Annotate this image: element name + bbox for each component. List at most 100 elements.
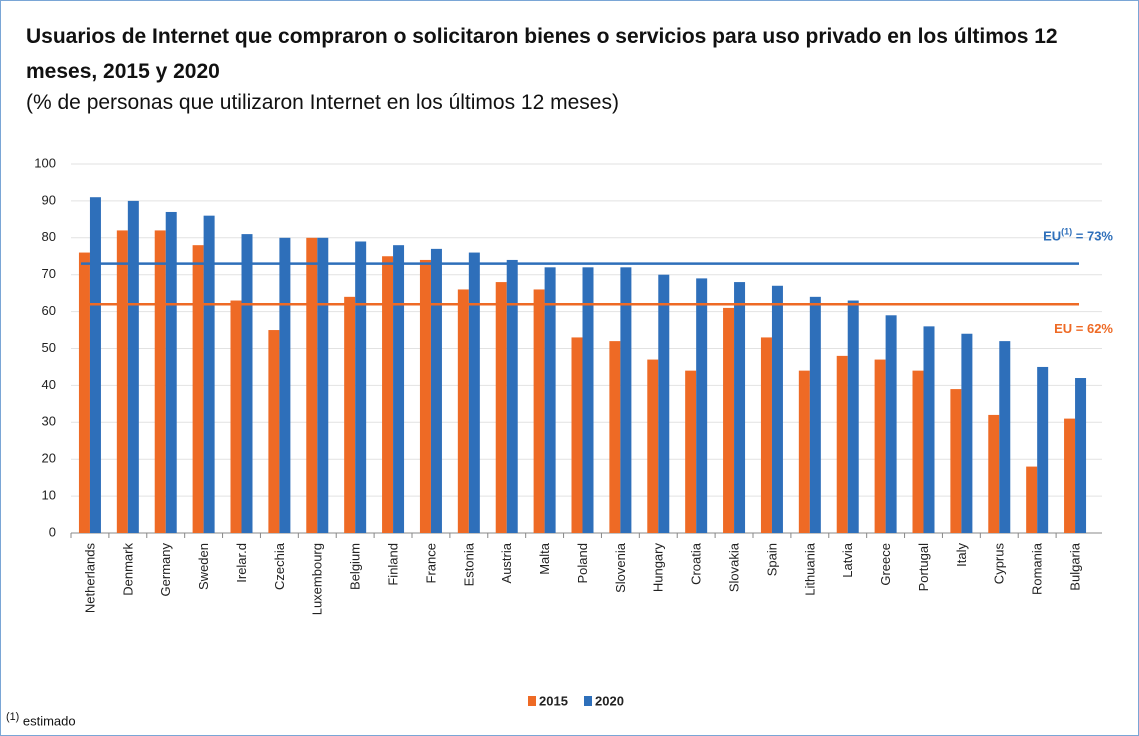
x-tick-label: Sweden xyxy=(196,543,211,590)
bar xyxy=(798,370,810,533)
bar xyxy=(419,259,431,533)
bar xyxy=(355,241,367,534)
x-tick-label: Slovenia xyxy=(613,542,628,593)
bar xyxy=(154,230,166,534)
chart-subtitle: (% de personas que utilizaron Internet e… xyxy=(26,91,619,114)
bar xyxy=(382,256,394,533)
bar xyxy=(192,245,204,533)
bar xyxy=(771,285,783,533)
x-tick-label: Cyprus xyxy=(992,543,1007,585)
legend-label: 2015 xyxy=(539,693,568,708)
bar xyxy=(696,278,708,533)
legend-swatch xyxy=(584,696,592,706)
bar xyxy=(999,341,1011,533)
bar xyxy=(116,230,128,534)
bar xyxy=(268,330,280,533)
footnote-mark: (1) xyxy=(6,711,20,723)
bar xyxy=(89,197,101,533)
x-tick-label: Spain xyxy=(764,543,779,576)
bar xyxy=(495,282,507,533)
x-tick-label: Poland xyxy=(575,543,590,583)
reference-label-suffix: = 62% xyxy=(1072,322,1113,337)
bar xyxy=(533,289,545,533)
x-tick-label: Malta xyxy=(537,542,552,575)
bar xyxy=(836,355,848,533)
x-tick-label: Denmark xyxy=(120,543,135,596)
bar xyxy=(988,414,1000,533)
bar xyxy=(344,296,356,533)
footnote: (1) estimado xyxy=(6,711,76,728)
bar xyxy=(723,307,735,533)
reference-label: EU = 62% xyxy=(1054,322,1113,337)
bar xyxy=(279,237,291,534)
bar xyxy=(1026,466,1038,533)
bar xyxy=(1037,366,1049,533)
x-tick-label: Italy xyxy=(954,543,969,567)
x-tick-label: Lithuania xyxy=(802,542,817,596)
bar xyxy=(582,267,594,533)
bar xyxy=(468,252,480,533)
y-tick-label: 80 xyxy=(42,229,56,244)
x-tick-label: Finland xyxy=(385,543,400,586)
bar xyxy=(647,359,659,533)
x-tick-label: Czechia xyxy=(272,542,287,590)
x-tick-label: France xyxy=(423,543,438,583)
bar xyxy=(506,259,518,533)
reference-label: EU(1) = 73% xyxy=(1043,227,1113,244)
legend-label: 2020 xyxy=(595,693,624,708)
y-tick-label: 10 xyxy=(42,488,56,503)
bar xyxy=(203,215,215,533)
bar xyxy=(734,282,746,533)
x-tick-label: Estonia xyxy=(461,542,476,586)
bar xyxy=(571,337,583,533)
x-tick-label: Bulgaria xyxy=(1067,542,1082,590)
bar xyxy=(885,315,897,533)
bar xyxy=(165,211,177,533)
x-tick-label: Greece xyxy=(878,543,893,586)
bar xyxy=(685,370,697,533)
x-tick-label: Belgium xyxy=(348,543,363,590)
bar xyxy=(847,300,859,533)
x-tick-label: Hungary xyxy=(651,543,666,593)
bar xyxy=(241,234,253,534)
bar xyxy=(457,289,469,533)
x-tick-label: Netherlands xyxy=(82,543,97,614)
bar xyxy=(1075,378,1087,533)
bar xyxy=(912,370,924,533)
bar xyxy=(874,359,886,533)
x-tick-label: Croatia xyxy=(689,542,704,585)
chart-title: Usuarios de Internet que compraron o sol… xyxy=(26,25,1058,83)
bar xyxy=(961,333,973,533)
bar xyxy=(317,237,329,534)
legend-swatch xyxy=(528,696,536,706)
reference-label-prefix: EU xyxy=(1054,322,1072,337)
bar xyxy=(923,326,935,533)
bar xyxy=(127,200,139,533)
bar xyxy=(620,267,632,533)
y-tick-label: 30 xyxy=(42,414,56,429)
bar xyxy=(809,296,821,533)
reference-label-suffix: = 73% xyxy=(1072,229,1113,244)
y-tick-label: 70 xyxy=(42,266,56,281)
y-tick-label: 40 xyxy=(42,377,56,392)
bar xyxy=(658,274,670,533)
bar xyxy=(609,341,621,533)
x-tick-label: Romania xyxy=(1030,542,1045,595)
y-tick-label: 60 xyxy=(42,303,56,318)
y-tick-label: 100 xyxy=(34,155,56,170)
reference-label-prefix: EU xyxy=(1043,229,1061,244)
bar xyxy=(393,245,405,533)
y-tick-label: 20 xyxy=(42,451,56,466)
y-tick-label: 50 xyxy=(42,340,56,355)
y-tick-label: 90 xyxy=(42,192,56,207)
bar xyxy=(1064,418,1076,533)
x-tick-label: Luxembourg xyxy=(310,543,325,615)
bar xyxy=(306,237,318,534)
x-tick-label: Germany xyxy=(158,543,173,597)
x-tick-label: Irelar.d xyxy=(234,543,249,583)
bar xyxy=(950,389,962,533)
x-tick-label: Slovakia xyxy=(726,542,741,592)
y-tick-label: 0 xyxy=(49,524,56,539)
